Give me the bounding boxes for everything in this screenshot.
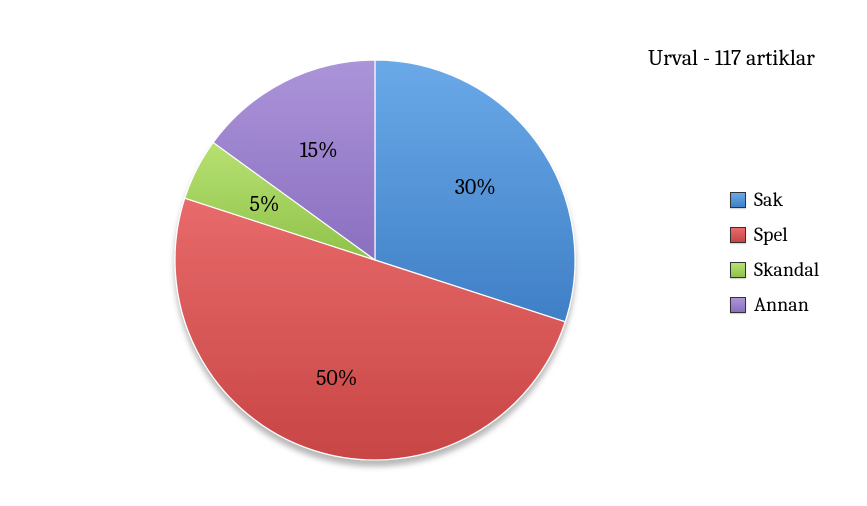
legend-label-annan: Annan xyxy=(754,293,809,316)
slice-label-skandal: 5% xyxy=(249,191,279,217)
legend-item-sak: Sak xyxy=(730,188,819,211)
slice-label-annan: 15% xyxy=(300,137,338,163)
legend-label-sak: Sak xyxy=(754,188,783,211)
legend-item-skandal: Skandal xyxy=(730,258,819,281)
chart-title: Urval - 117 artiklar xyxy=(648,45,815,71)
legend-swatch-spel xyxy=(730,227,746,243)
slice-label-sak: 30% xyxy=(455,174,496,200)
chart-stage: Urval - 117 artiklar 30% 50% 5% 15% Sak Spel… xyxy=(0,0,867,506)
legend-swatch-skandal xyxy=(730,262,746,278)
legend-label-skandal: Skandal xyxy=(754,258,819,281)
slice-label-spel: 50% xyxy=(316,365,357,391)
pie-svg xyxy=(159,44,591,476)
legend: Sak Spel Skandal Annan xyxy=(730,188,819,328)
legend-swatch-sak xyxy=(730,192,746,208)
legend-item-spel: Spel xyxy=(730,223,819,246)
legend-swatch-annan xyxy=(730,297,746,313)
legend-item-annan: Annan xyxy=(730,293,819,316)
pie-chart xyxy=(159,44,591,480)
legend-label-spel: Spel xyxy=(754,223,788,246)
